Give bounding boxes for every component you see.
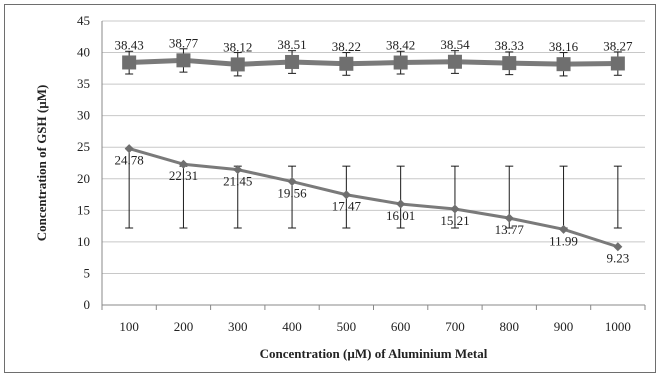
- axis-layer: 0 5 10 15 20 25 30 35 40 45 100 200 300 400 500 600 700 8…: [77, 13, 646, 334]
- x-tick-label: 600: [391, 319, 411, 334]
- error-bars: [125, 48, 622, 229]
- diamond-marker: [504, 213, 514, 223]
- y-tick-label: 20: [77, 171, 90, 186]
- x-axis-title: Concentration (µM) of Aluminium Metal: [260, 346, 488, 361]
- data-label-series-1: 38.27: [603, 38, 633, 53]
- data-label-series-2: 16.01: [386, 208, 415, 223]
- data-label-series-2: 19.56: [277, 186, 307, 201]
- series-line-2: [128, 147, 619, 249]
- diamond-marker: [233, 165, 243, 175]
- data-label-series-1: 38.12: [223, 39, 252, 54]
- square-marker: [339, 56, 354, 71]
- x-tick-label: 100: [119, 319, 139, 334]
- square-marker: [393, 55, 408, 70]
- y-tick-label: 35: [77, 76, 90, 91]
- data-label-series-1: 38.22: [332, 39, 361, 54]
- square-marker: [176, 53, 191, 68]
- y-axis-title: Concentration of GSH (µM): [34, 85, 49, 242]
- square-marker: [556, 57, 571, 72]
- series-lines: [128, 57, 619, 249]
- y-tick-label: 5: [84, 265, 91, 280]
- y-tick-label: 45: [77, 13, 90, 28]
- x-tick-label: 1000: [605, 319, 631, 334]
- diamond-marker: [124, 144, 134, 154]
- x-tick-label: 300: [228, 319, 248, 334]
- diamond-marker: [450, 204, 460, 214]
- series-line-1: [129, 57, 618, 67]
- x-tick-label: 900: [554, 319, 574, 334]
- data-label-series-2: 9.23: [606, 251, 629, 266]
- square-marker: [610, 56, 625, 71]
- data-label-series-1: 38.16: [549, 39, 579, 54]
- data-label-series-2: 11.99: [549, 233, 578, 248]
- square-marker: [502, 56, 517, 71]
- y-tick-label: 10: [77, 234, 90, 249]
- data-labels: 38.43 38.77 38.12 38.51 38.22 38.42 38.54 38.33…: [115, 35, 633, 265]
- x-tick-label: 200: [174, 319, 194, 334]
- square-marker: [122, 55, 137, 70]
- x-tick-label: 500: [337, 319, 357, 334]
- data-label-series-2: 22.31: [169, 168, 198, 183]
- series-markers: [122, 53, 625, 252]
- x-tick-label: 400: [282, 319, 302, 334]
- data-label-series-1: 38.54: [440, 37, 470, 52]
- diamond-marker: [613, 242, 623, 252]
- data-label-series-2: 17.47: [332, 199, 362, 214]
- y-tick-label: 30: [77, 108, 90, 123]
- data-label-series-1: 38.43: [115, 37, 144, 52]
- diamond-marker: [396, 199, 406, 209]
- diamond-marker: [559, 224, 569, 234]
- data-label-series-2: 13.77: [495, 222, 525, 237]
- grid-layer: [102, 20, 645, 274]
- y-tick-label: 0: [84, 297, 91, 312]
- square-marker: [230, 57, 245, 72]
- data-label-series-1: 38.42: [386, 38, 415, 53]
- x-tick-label: 800: [500, 319, 520, 334]
- data-label-series-1: 38.33: [495, 38, 524, 53]
- data-label-series-1: 38.51: [277, 37, 306, 52]
- square-marker: [285, 54, 300, 69]
- data-label-series-2: 24.78: [115, 153, 144, 168]
- diamond-marker: [341, 190, 351, 200]
- y-tick-label: 15: [77, 202, 90, 217]
- data-label-series-2: 15.21: [440, 213, 469, 228]
- x-tick-label: 700: [445, 319, 465, 334]
- y-tick-label: 25: [77, 139, 90, 154]
- data-label-series-2: 21.45: [223, 174, 252, 189]
- diamond-marker: [178, 159, 188, 169]
- square-marker: [447, 54, 462, 69]
- y-tick-label: 40: [77, 45, 90, 60]
- data-label-series-1: 38.77: [169, 35, 199, 50]
- diamond-marker: [287, 177, 297, 187]
